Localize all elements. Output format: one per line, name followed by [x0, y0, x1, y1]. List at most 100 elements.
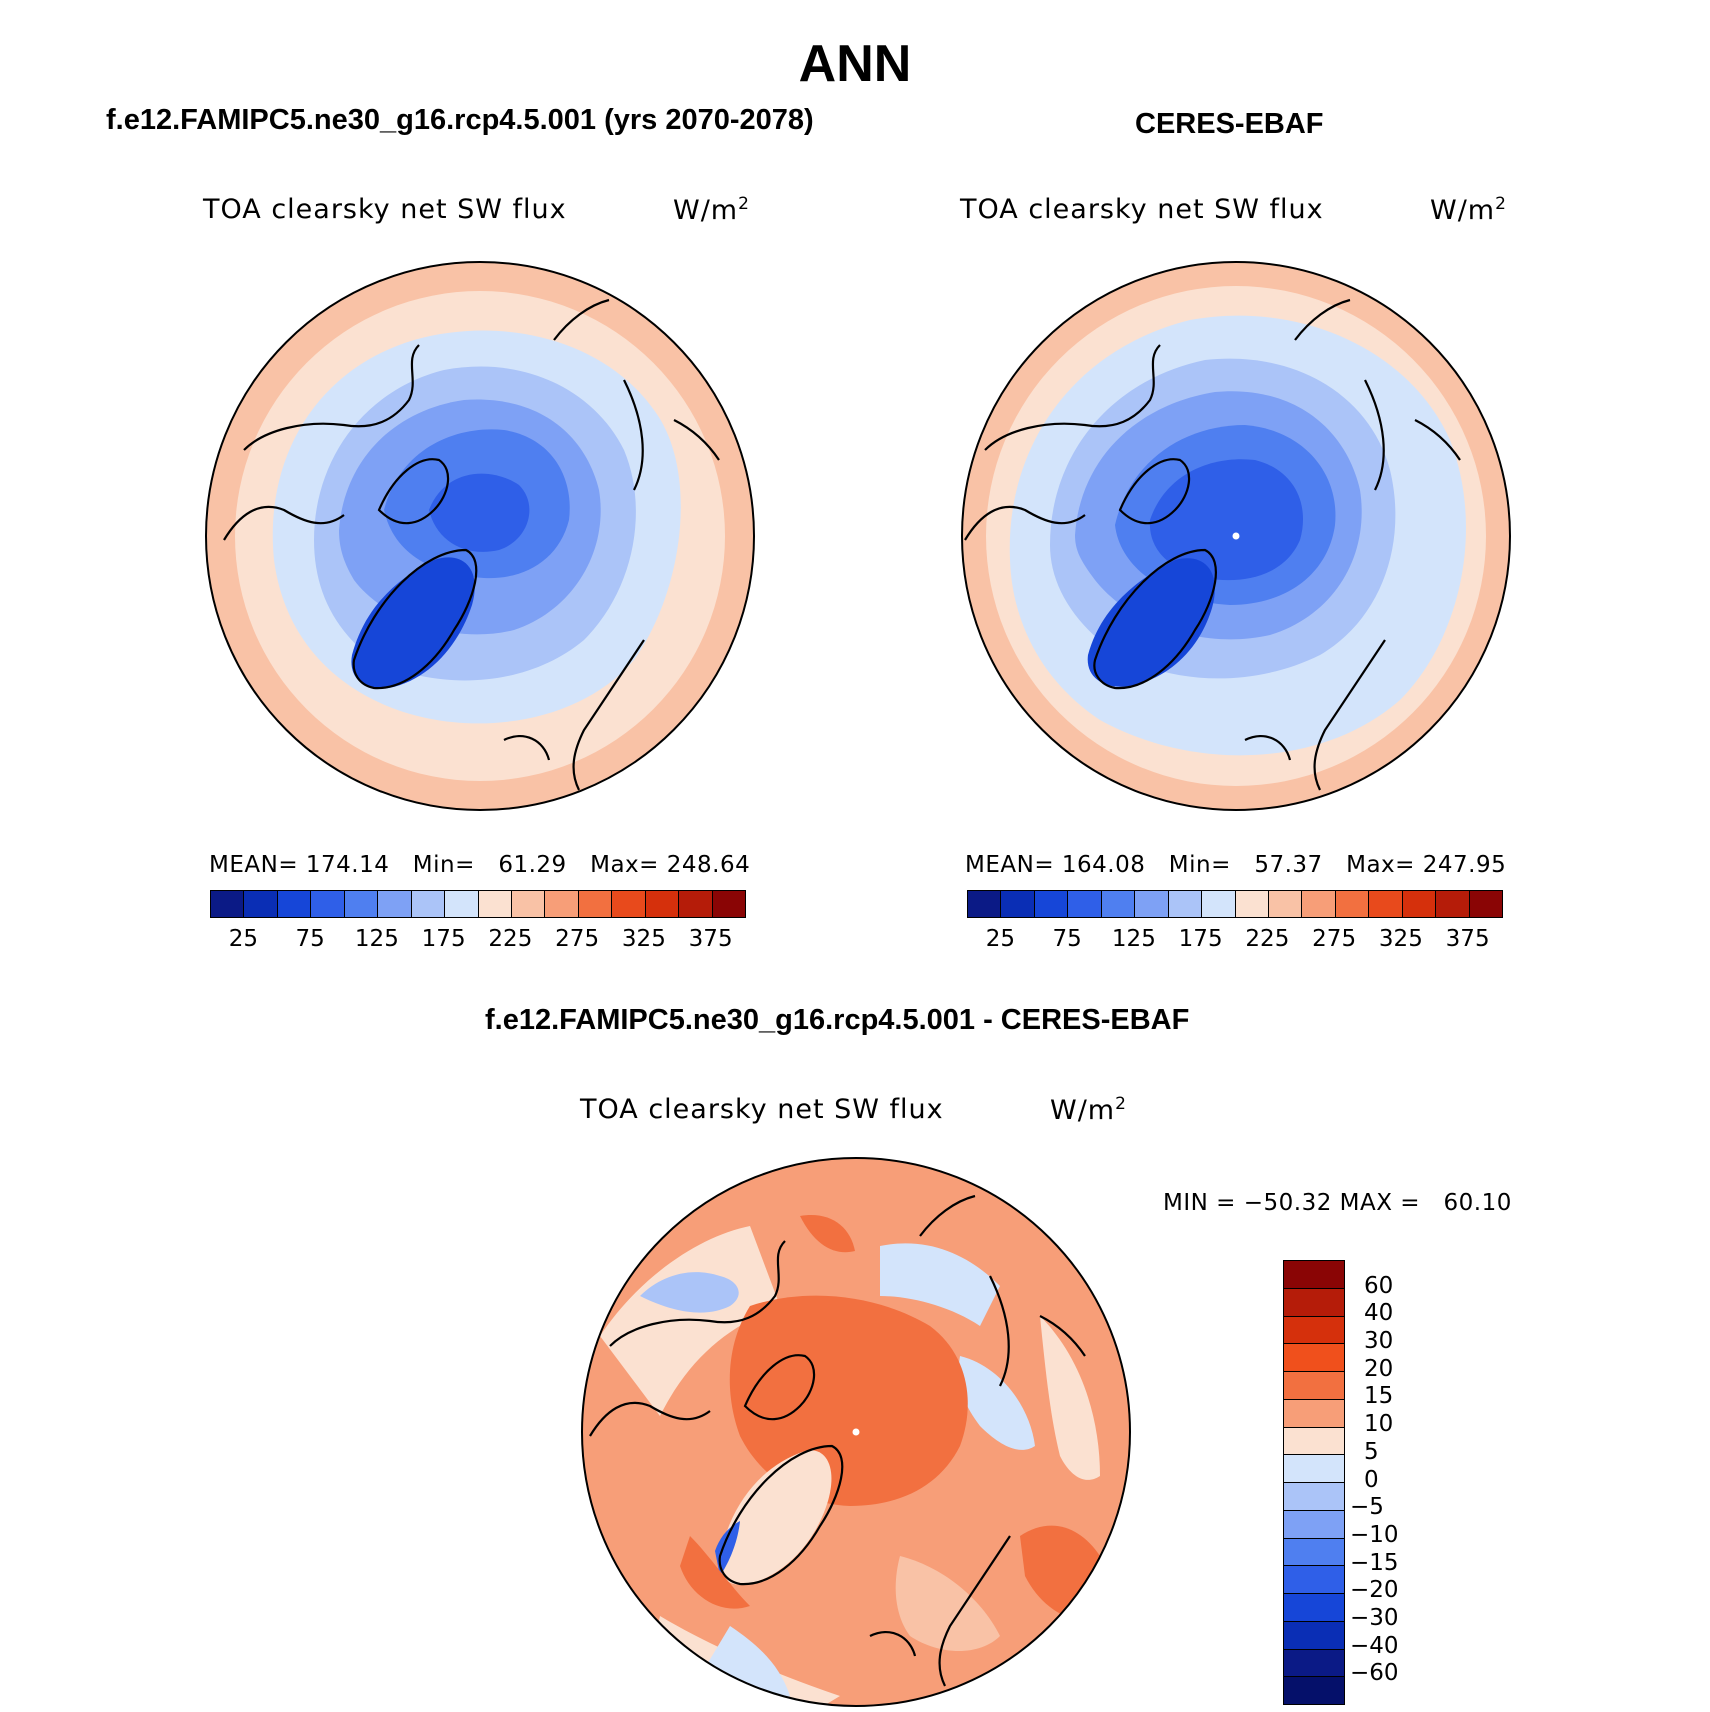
obs-case-title: CERES-EBAF	[1135, 108, 1324, 140]
diff-colorbar-swatch	[1284, 1288, 1344, 1317]
obs-colorbar-swatch	[1402, 891, 1437, 917]
model-variable-label: TOA clearsky net SW flux	[203, 194, 567, 225]
obs-colorbar-swatch	[1034, 891, 1069, 917]
model-colorbar-swatch	[311, 891, 345, 917]
diff-colorbar-swatch	[1284, 1483, 1344, 1511]
diff-colorbar-swatch	[1284, 1372, 1344, 1400]
model-colorbar-swatch	[511, 891, 546, 917]
diff-colorbar-ticks: 60 40 30 20 15 10 5 0 −5 −10 −15 −20 −30 −40 −60	[1350, 1260, 1470, 1703]
obs-colorbar-swatch	[1302, 891, 1336, 917]
obs-colorbar-swatch	[1202, 891, 1236, 917]
model-colorbar-swatch	[545, 891, 579, 917]
diff-colorbar-swatch	[1284, 1427, 1344, 1456]
model-colorbar-tick-label: 325	[621, 926, 666, 952]
model-colorbar-tick-label: 175	[421, 926, 466, 952]
diff-colorbar-tick-label: 15	[1364, 1383, 1394, 1410]
diff-case-title: f.e12.FAMIPC5.ne30_g16.rcp4.5.001 - CERE…	[485, 1004, 1190, 1036]
diff-colorbar-swatch	[1284, 1455, 1344, 1483]
diff-colorbar-tick-label: 30	[1364, 1328, 1394, 1355]
model-colorbar-swatch	[612, 891, 646, 917]
obs-colorbar-swatch	[1268, 891, 1303, 917]
model-polar-map	[205, 261, 755, 811]
diff-units-label: W/m2	[1050, 1094, 1127, 1126]
obs-colorbar-swatch	[1335, 891, 1370, 917]
model-units-label: W/m2	[673, 194, 750, 226]
diff-colorbar-swatch	[1284, 1510, 1344, 1539]
diff-colorbar-tick-label: 0	[1364, 1466, 1379, 1493]
model-stats: MEAN= 174.14 Min= 61.29 Max= 248.64	[209, 852, 751, 878]
diff-colorbar-swatch	[1284, 1261, 1344, 1289]
diff-colorbar-swatch	[1284, 1621, 1344, 1650]
obs-colorbar-swatch	[1101, 891, 1136, 917]
diff-colorbar-tick-label: −5	[1350, 1494, 1384, 1521]
diff-colorbar-swatch	[1284, 1399, 1344, 1428]
diff-colorbar-tick-label: 20	[1364, 1355, 1394, 1382]
obs-colorbar-tick-label: 75	[1052, 926, 1082, 952]
model-colorbar-tick-label: 275	[555, 926, 600, 952]
diff-colorbar-tick-label: −40	[1350, 1632, 1399, 1659]
diff-colorbar	[1283, 1260, 1345, 1705]
obs-colorbar-tick-label: 25	[985, 926, 1016, 952]
diff-colorbar-tick-label: 5	[1364, 1438, 1379, 1465]
obs-colorbar-swatch	[1235, 891, 1269, 917]
obs-variable-label: TOA clearsky net SW flux	[960, 194, 1324, 225]
obs-polar-map	[961, 261, 1511, 811]
model-colorbar-ticks: 25 75 125 175 225 275 325 375	[210, 926, 744, 956]
model-colorbar-swatch	[478, 891, 512, 917]
obs-colorbar-tick-label: 325	[1378, 926, 1423, 952]
diff-colorbar-tick-label: −30	[1350, 1604, 1399, 1631]
obs-colorbar-tick-label: 275	[1312, 926, 1357, 952]
model-colorbar-tick-label: 75	[295, 926, 325, 952]
model-colorbar-tick-label: 25	[228, 926, 259, 952]
diff-colorbar-tick-label: 40	[1364, 1300, 1394, 1327]
model-colorbar-swatch	[679, 891, 713, 917]
model-colorbar-swatch	[277, 891, 312, 917]
model-colorbar-tick-label: 375	[688, 926, 733, 952]
obs-colorbar-tick-label: 375	[1445, 926, 1490, 952]
diff-colorbar-swatch	[1284, 1316, 1344, 1345]
diff-colorbar-swatch	[1284, 1649, 1344, 1678]
model-colorbar	[210, 890, 746, 918]
diff-colorbar-tick-label: 60	[1364, 1272, 1394, 1299]
diff-colorbar-swatch	[1284, 1566, 1344, 1594]
obs-units-label: W/m2	[1430, 194, 1507, 226]
diff-stats: MIN = −50.32 MAX = 60.10	[1163, 1190, 1512, 1216]
obs-colorbar-swatch	[968, 891, 1002, 917]
diff-colorbar-tick-label: −15	[1350, 1549, 1399, 1576]
model-colorbar-swatch	[578, 891, 613, 917]
obs-colorbar-swatch	[1001, 891, 1035, 917]
obs-stats: MEAN= 164.08 Min= 57.37 Max= 247.95	[965, 852, 1507, 878]
obs-colorbar-swatch	[1369, 891, 1403, 917]
model-colorbar-swatch	[712, 891, 745, 917]
obs-colorbar-swatch	[1469, 891, 1502, 917]
obs-colorbar-tick-label: 125	[1111, 926, 1156, 952]
diff-polar-map	[581, 1157, 1131, 1707]
diff-colorbar-swatch	[1284, 1594, 1344, 1622]
diff-colorbar-tick-label: 10	[1364, 1411, 1394, 1438]
diff-variable-label: TOA clearsky net SW flux	[580, 1094, 944, 1125]
obs-colorbar-ticks: 25 75 125 175 225 275 325 375	[967, 926, 1501, 956]
model-colorbar-tick-label: 225	[488, 926, 533, 952]
obs-colorbar-tick-label: 175	[1178, 926, 1223, 952]
model-colorbar-swatch	[244, 891, 278, 917]
diff-colorbar-swatch	[1284, 1344, 1344, 1372]
obs-colorbar-swatch	[1135, 891, 1169, 917]
model-colorbar-swatch	[445, 891, 479, 917]
model-colorbar-swatch	[344, 891, 379, 917]
model-colorbar-swatch	[211, 891, 245, 917]
diff-colorbar-tick-label: −10	[1350, 1521, 1399, 1548]
diff-colorbar-tick-label: −20	[1350, 1577, 1399, 1604]
obs-colorbar	[967, 890, 1503, 918]
diff-colorbar-tick-label: −60	[1350, 1660, 1399, 1687]
diff-colorbar-swatch	[1284, 1538, 1344, 1567]
obs-colorbar-swatch	[1436, 891, 1470, 917]
model-case-title: f.e12.FAMIPC5.ne30_g16.rcp4.5.001 (yrs 2…	[106, 104, 814, 136]
model-colorbar-tick-label: 125	[354, 926, 399, 952]
model-colorbar-swatch	[645, 891, 680, 917]
model-colorbar-swatch	[378, 891, 412, 917]
diff-colorbar-swatch	[1284, 1677, 1344, 1704]
obs-colorbar-swatch	[1068, 891, 1102, 917]
obs-colorbar-swatch	[1168, 891, 1203, 917]
obs-colorbar-tick-label: 225	[1245, 926, 1290, 952]
season-title: ANN	[798, 35, 912, 93]
